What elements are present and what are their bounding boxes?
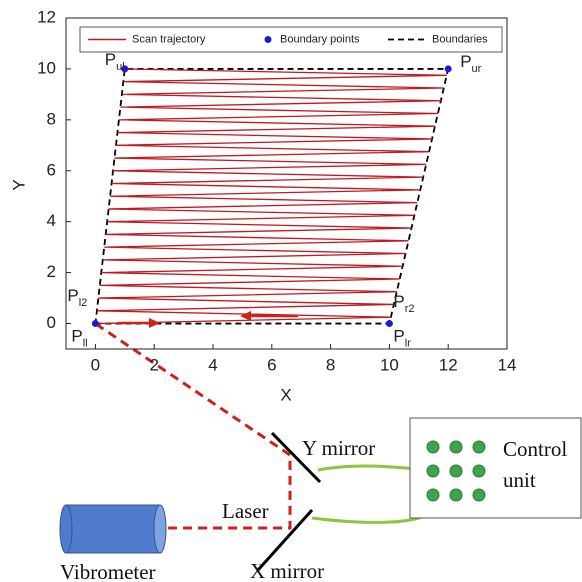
boundary-point [385, 320, 393, 328]
legend-label: Boundary points [280, 33, 360, 45]
control-label: Control [503, 437, 567, 461]
boundary-point [91, 320, 99, 328]
point-label: Pur [460, 52, 481, 74]
label-sub: lr [405, 337, 411, 349]
x-axis-label: X [280, 385, 291, 404]
direction-arrows [118, 311, 298, 328]
x-tick-label: 4 [208, 355, 217, 374]
vibrometer-lens [153, 504, 167, 554]
trajectory [95, 68, 447, 325]
vibrometer-back [59, 504, 73, 554]
x-mirror [256, 508, 314, 572]
label-sub: l2 [79, 297, 88, 309]
point-label: Pll [71, 327, 87, 349]
control-label: unit [503, 468, 536, 492]
legend-label: Scan trajectory [132, 33, 206, 45]
label-main: P [71, 327, 82, 346]
label-main: P [393, 293, 404, 312]
x-tick-label: 8 [326, 355, 335, 374]
x-tick-label: 0 [91, 355, 100, 374]
y-tick-label: 2 [47, 262, 56, 281]
diagram: Y mirror X mirror Laser Vibrometer Contr… [59, 322, 582, 582]
label-sub: ul [116, 61, 125, 73]
y-mirror-label: Y mirror [302, 436, 375, 460]
y-mirror [270, 431, 322, 484]
x-tick-label: 6 [267, 355, 276, 374]
legend-marker [264, 36, 272, 43]
y-tick-label: 6 [47, 160, 56, 179]
x-tick-label: 2 [149, 355, 158, 374]
point-label: Plr [393, 327, 411, 349]
point-label: Pl2 [67, 286, 87, 308]
boundary-point [444, 65, 452, 73]
label-sub: r2 [405, 303, 415, 315]
vibrometer-body [65, 504, 161, 554]
label-main: P [105, 50, 116, 69]
label-main: P [393, 327, 404, 346]
y-tick-label: 0 [47, 313, 56, 332]
vibrometer-label: Vibrometer [60, 560, 156, 582]
y-tick-label: 8 [47, 109, 56, 128]
x-tick-label: 12 [439, 355, 458, 374]
label-main: P [460, 52, 471, 71]
y-axis-label: Y [9, 179, 28, 190]
y-tick-label: 10 [37, 58, 56, 77]
legend-label: Boundaries [432, 33, 488, 45]
point-label: Pr2 [393, 293, 414, 315]
laser-beam [95, 322, 292, 530]
plot-frame [65, 17, 508, 350]
laser-label: Laser [222, 499, 269, 523]
boundary-point [121, 65, 129, 73]
legend-box [79, 26, 503, 53]
y-tick-label: 4 [47, 211, 56, 230]
label-main: P [67, 286, 78, 305]
x-mirror-label: X mirror [250, 559, 324, 582]
label-sub: ll [83, 337, 88, 349]
x-tick-label: 10 [380, 355, 399, 374]
connector-dots [426, 440, 486, 502]
legend: Scan trajectory Boundary points Boundaries [79, 26, 503, 53]
y-tick-label: 12 [37, 7, 56, 26]
label-sub: ur [472, 63, 482, 75]
x-tick-label: 14 [498, 355, 517, 374]
point-label: Pul [105, 50, 125, 72]
